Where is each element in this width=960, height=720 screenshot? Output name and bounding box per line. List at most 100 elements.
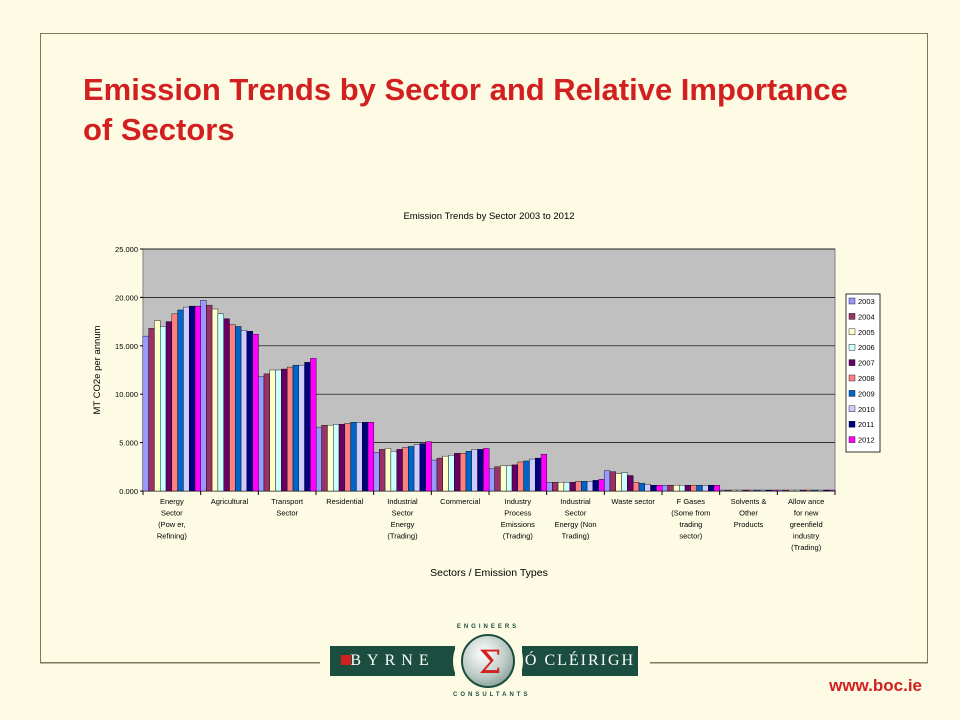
bar-2009 <box>696 484 703 492</box>
bar-2006 <box>679 484 686 492</box>
x-tick-label: Commercial <box>440 497 480 506</box>
x-tick-label: Sector <box>392 509 414 518</box>
bar-2006 <box>794 489 801 492</box>
bar-2012 <box>310 358 317 492</box>
bar-2009 <box>350 422 357 492</box>
x-tick-label: Sector <box>276 509 298 518</box>
logo-sigma-ring-icon: Σ <box>461 634 515 688</box>
bar-2012 <box>656 484 663 492</box>
bar-2009 <box>754 489 761 492</box>
legend-label-2011: 2011 <box>858 420 874 429</box>
bar-2009 <box>811 489 818 492</box>
x-tick-label: Energy (Non <box>554 520 596 529</box>
x-tick-label: Energy <box>391 520 415 529</box>
bar-2009 <box>177 309 184 492</box>
bar-2005 <box>788 489 795 492</box>
legend-swatch-2008 <box>848 374 856 382</box>
y-tick-label: 5.000 <box>119 439 138 448</box>
x-tick-label: Trading) <box>562 532 590 541</box>
bar-2006 <box>506 465 513 492</box>
bar-2003 <box>142 335 149 492</box>
logo-right-text: Ó CLÉIRIGH <box>524 652 636 669</box>
x-tick-label: Energy <box>160 497 184 506</box>
bar-2012 <box>252 333 259 492</box>
bar-2009 <box>638 483 645 492</box>
bar-2009 <box>465 451 472 492</box>
bar-2007 <box>511 464 519 492</box>
footer-url-link[interactable]: www.boc.ie <box>829 676 922 695</box>
bar-2010 <box>471 449 478 492</box>
legend-label-2010: 2010 <box>858 405 875 414</box>
bar-2011 <box>362 422 369 492</box>
x-tick-label: Other <box>739 509 758 518</box>
x-tick-label: Residential <box>326 497 363 506</box>
legend-swatch-2011 <box>848 421 856 428</box>
bar-2009 <box>408 446 415 492</box>
x-tick-label: for new <box>794 509 819 518</box>
x-tick-label: greenfield <box>790 520 823 529</box>
x-tick-label: (Pow er, <box>158 520 186 529</box>
bar-2012 <box>425 441 432 492</box>
bar-2009 <box>292 364 299 492</box>
bar-2010 <box>183 306 190 492</box>
bar-2005 <box>557 482 565 492</box>
legend-label-2005: 2005 <box>858 328 875 337</box>
bar-2003 <box>719 489 726 492</box>
bar-2006 <box>217 313 224 492</box>
y-axis-label: MT CO2e per annum <box>92 325 103 414</box>
bar-2012 <box>829 489 836 492</box>
x-tick-label: (Trading) <box>791 543 822 552</box>
bar-2011 <box>708 484 715 492</box>
legend-swatch-2009 <box>848 390 856 397</box>
legend-swatch-2007 <box>848 359 856 366</box>
bar-2004 <box>552 482 559 492</box>
bar-2007 <box>627 475 634 492</box>
bar-2011 <box>304 362 311 492</box>
bar-2005 <box>730 489 738 492</box>
bar-2007 <box>800 489 807 492</box>
bar-2011 <box>419 443 426 492</box>
bar-2005 <box>500 465 507 492</box>
bar-2004 <box>609 471 616 492</box>
logo-emblem: ENGINEERS Σ CONSULTANTS <box>453 624 531 698</box>
bar-2010 <box>702 484 709 492</box>
logo-left-panel: BYRNE <box>330 646 455 676</box>
bar-2006 <box>275 369 282 492</box>
bar-2003 <box>776 489 784 492</box>
bar-2006 <box>448 454 455 492</box>
bar-2011 <box>823 489 830 492</box>
x-tick-label: Agricultural <box>211 497 249 506</box>
bar-2012 <box>598 479 605 492</box>
bar-2011 <box>592 480 599 492</box>
bar-2006 <box>736 489 743 492</box>
bar-2010 <box>298 364 305 492</box>
bar-2012 <box>194 305 202 492</box>
y-tick-label: 15.000 <box>115 342 138 351</box>
bar-2008 <box>690 484 697 492</box>
x-tick-label: (Trading) <box>387 532 418 541</box>
bar-2008 <box>286 366 294 492</box>
bar-2004 <box>667 484 674 492</box>
bar-2008 <box>632 482 640 492</box>
logo-bottom-text: CONSULTANTS <box>453 692 531 698</box>
y-tick-label: 0.000 <box>119 487 138 496</box>
bar-2012 <box>713 484 721 492</box>
bar-2010 <box>413 444 421 492</box>
logo-red-square-icon <box>341 655 351 665</box>
bar-2007 <box>281 368 288 492</box>
x-tick-label: (Trading) <box>503 532 534 541</box>
bar-2003 <box>603 470 611 492</box>
legend-swatch-2004 <box>848 313 856 320</box>
bar-2008 <box>229 324 236 492</box>
bar-2006 <box>621 472 628 492</box>
legend-label-2012: 2012 <box>858 436 875 445</box>
bar-2004 <box>379 449 386 492</box>
legend-swatch-2010 <box>848 405 856 412</box>
x-tick-label: Sector <box>565 509 587 518</box>
bar-2012 <box>771 489 778 492</box>
bar-2011 <box>535 457 542 492</box>
bar-2004 <box>321 424 328 492</box>
bar-2012 <box>483 448 490 492</box>
bar-2010 <box>356 422 363 492</box>
bar-2004 <box>494 466 501 492</box>
